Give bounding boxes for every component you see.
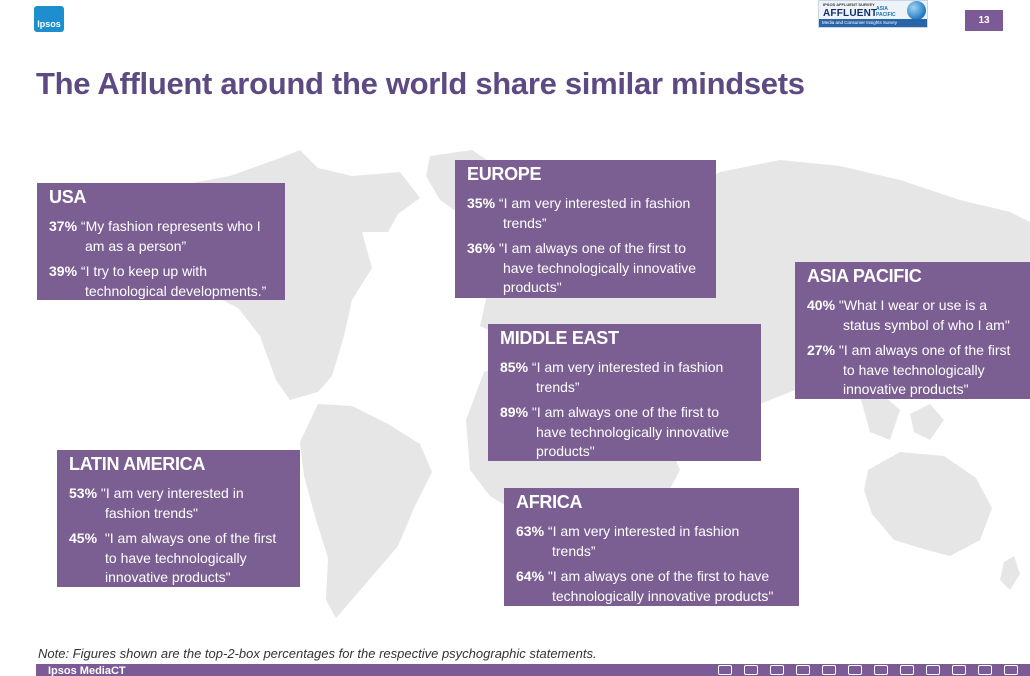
region-line-2: PACIFIC [876,12,896,18]
africa-statement-1-pct: 63% [516,523,545,539]
latin-america-statement-1-line1: "I am very interested in [100,485,244,501]
asia-pacific-statement-2-line1: "I am always one of the first [838,342,1011,358]
middle-east-statement-1-line2: trends” [536,378,580,395]
footnote: Note: Figures shown are the top-2-box pe… [38,646,597,661]
region-name-latin-america: LATIN AMERICA [69,454,206,474]
region-name-asia-pacific: ASIA PACIFIC [807,266,922,286]
square-icon[interactable] [926,665,940,675]
middle-east-statement-2-line3: products" [536,443,595,459]
latin-america-statement-2-line2: to have technologically [105,549,247,566]
phone-icon[interactable] [952,665,966,675]
africa-statement-2-line2: technologically innovative products" [552,587,774,604]
region-box-asia-pacific: ASIA PACIFIC 40% "What I wear or use is … [795,262,1030,399]
asia-pacific-statement-2: 27% "I am always one of the first to hav… [807,341,1010,400]
share-icon[interactable] [848,665,862,675]
europe-statement-2-line2: have technologically innovative [503,259,697,276]
usa-statement-2: 39% “I try to keep up with technological… [49,262,266,301]
launch-icon[interactable] [900,665,914,675]
region-box-europe: EUROPE 35% “I am very interested in fash… [455,160,716,298]
latin-america-statement-1-line2: fashion trends" [105,504,198,521]
logo-text: Ipsos [37,19,61,29]
asia-pacific-statement-2-line3: innovative products" [843,381,969,397]
usa-statement-1: 37% “My fashion represents who I am as a… [49,217,261,256]
usa-statement-2-pct: 39% [49,263,78,279]
region-box-africa: AFRICA 63% “I am very interested in fash… [504,488,799,606]
usa-statement-1-line1: “My fashion represents who I [80,218,261,234]
region-name-usa: USA [49,187,87,207]
region-name-africa: AFRICA [516,492,583,512]
window-icon[interactable] [978,665,992,675]
page-title: The Affluent around the world share simi… [36,66,805,101]
europe-statement-1-line1: “I am very interested in fashion [498,195,691,211]
latin-america-statement-1-pct: 53% [69,485,98,501]
survey-badge: IPSOS AFFLUENT SURVEY AFFLUENT ASIA PACIF… [818,0,928,28]
usa-statement-2-line1: “I try to keep up with [80,263,207,279]
survey-badge-brand: AFFLUENT [823,8,878,19]
middle-east-statement-2-line2: have technologically innovative [536,423,730,440]
chat-icon[interactable] [1004,665,1018,675]
middle-east-statement-1-line1: “I am very interested in fashion [531,359,724,375]
region-box-middle-east: MIDDLE EAST 85% “I am very interested in… [488,324,761,461]
download-icon[interactable] [770,665,784,675]
europe-statement-1-pct: 35% [467,195,496,211]
rss-icon[interactable] [874,665,888,675]
region-box-usa: USA 37% “My fashion represents who I am … [37,183,285,300]
footer-brand: Ipsos MediaCT [48,665,126,676]
latin-america-statement-1: 53% "I am very interested in fashion tre… [69,484,244,523]
middle-east-statement-2-line1: "I am always one of the first to [531,404,719,420]
edit-icon[interactable] [796,665,810,675]
grid-icon[interactable] [718,665,732,675]
asia-pacific-statement-1-pct: 40% [807,297,836,313]
africa-statement-1-line2: trends” [552,542,596,559]
africa-statement-2-line1: "I am always one of the first to have [547,568,770,584]
mail-icon[interactable] [822,665,836,675]
region-box-latin-america: LATIN AMERICA 53% "I am very interested … [57,450,300,587]
africa-statement-2: 64% "I am always one of the first to hav… [516,567,773,606]
asia-pacific-statement-2-line2: to have technologically [843,361,985,378]
middle-east-statement-1: 85% “I am very interested in fashion tre… [500,358,723,397]
monitor-icon[interactable] [744,665,758,675]
usa-statement-1-line2: am as a person” [85,237,187,254]
europe-statement-1: 35% “I am very interested in fashion tre… [467,194,690,233]
middle-east-statement-2-pct: 89% [500,404,529,420]
usa-statement-2-line2: technological developments.” [85,282,267,299]
map-south-america [300,404,432,618]
page-number-rule [965,30,1003,31]
asia-pacific-statement-1-line2: status symbol of who I am" [843,316,1010,333]
europe-statement-2-line1: "I am always one of the first to [498,240,686,256]
asia-pacific-statement-1-line1: "What I wear or use is a [838,297,988,313]
usa-statement-1-pct: 37% [49,218,78,234]
map-new-zealand [1000,556,1020,590]
europe-statement-1-line2: trends” [503,214,547,231]
africa-statement-2-pct: 64% [516,568,545,584]
region-name-middle-east: MIDDLE EAST [500,328,619,348]
region-name-europe: EUROPE [467,164,542,184]
survey-badge-tagline: Media and Consumer Insights Survey [819,19,927,27]
map-australia [864,452,992,556]
globe-icon [907,1,926,20]
latin-america-statement-2-line3: innovative products" [105,569,231,585]
europe-statement-2: 36% "I am always one of the first to hav… [467,239,696,298]
asia-pacific-statement-1: 40% "What I wear or use is a status symb… [807,296,1010,335]
footer-toolbar [718,665,1018,675]
latin-america-statement-2: 45% "I am always one of the first to hav… [69,529,276,588]
latin-america-statement-2-pct: 45% [69,530,98,546]
latin-america-statement-2-line1: "I am always one of the first [104,530,277,546]
europe-statement-2-line3: products" [503,279,562,295]
europe-statement-2-pct: 36% [467,240,496,256]
region-line-1: ASIA [876,6,888,12]
asia-pacific-statement-2-pct: 27% [807,342,836,358]
map-southeast-asia [860,392,944,440]
middle-east-statement-2: 89% "I am always one of the first to hav… [500,403,729,462]
footer-bar: Ipsos MediaCT [36,664,1030,676]
africa-statement-1: 63% “I am very interested in fashion tre… [516,522,739,561]
ipsos-logo: Ipsos [34,6,64,32]
middle-east-statement-1-pct: 85% [500,359,529,375]
africa-statement-1-line1: “I am very interested in fashion [547,523,740,539]
survey-badge-top: IPSOS AFFLUENT SURVEY [823,2,875,7]
page-number: 13 [965,10,1003,30]
survey-badge-region: ASIA PACIFIC [876,6,896,18]
